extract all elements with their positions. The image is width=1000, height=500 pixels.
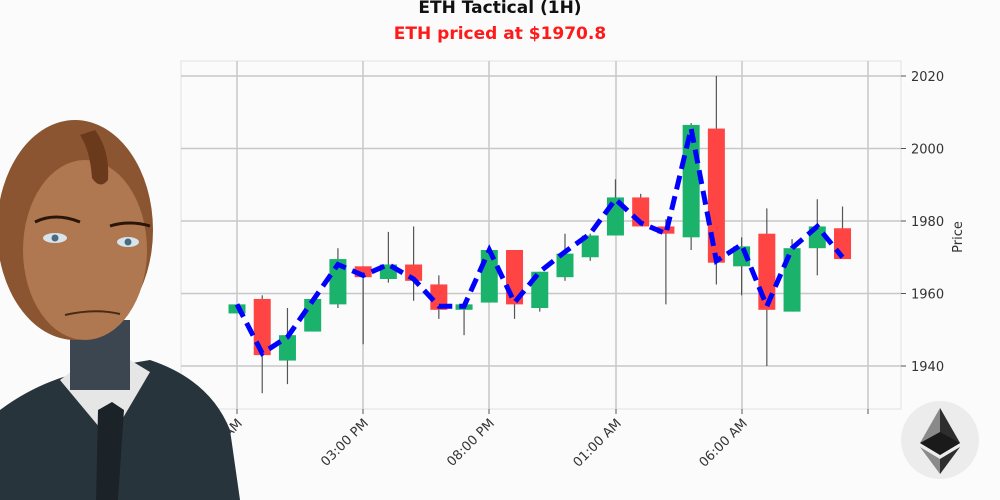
- y-tick-label: 1940: [911, 360, 944, 375]
- x-tick-label: 01:00 AM: [571, 416, 625, 470]
- candle: [707, 128, 725, 263]
- candles: [228, 76, 852, 394]
- candle: [657, 226, 675, 234]
- price-subtitle: ETH priced at $1970.8: [393, 24, 607, 44]
- candle: [329, 259, 347, 305]
- candle: [581, 235, 599, 258]
- chart-title: ETH Tactical (1H): [418, 0, 582, 18]
- candle: [556, 253, 574, 278]
- candle: [354, 266, 372, 278]
- candle: [430, 284, 448, 310]
- x-tick-label: 06:00 AM: [697, 416, 751, 470]
- y-tick-label: 2000: [911, 143, 944, 158]
- y-tick-label: 1960: [911, 288, 944, 303]
- y-axis-label: Price: [951, 221, 966, 253]
- candle: [304, 298, 322, 332]
- grid-lines: [181, 61, 901, 409]
- x-tick-label: 03:00 PM: [318, 416, 371, 469]
- y-tick-label: 1980: [911, 215, 944, 230]
- x-tick-label: 08:00 PM: [444, 416, 497, 469]
- plot-area: [180, 60, 902, 410]
- robot-avatar-image: [0, 120, 240, 500]
- candle: [278, 335, 296, 361]
- y-axis: 1940 1960 1980 2000 2020: [901, 70, 944, 375]
- trend-line: [234, 127, 845, 357]
- y-tick-label: 2020: [911, 70, 944, 85]
- ethereum-logo-icon: [901, 401, 979, 479]
